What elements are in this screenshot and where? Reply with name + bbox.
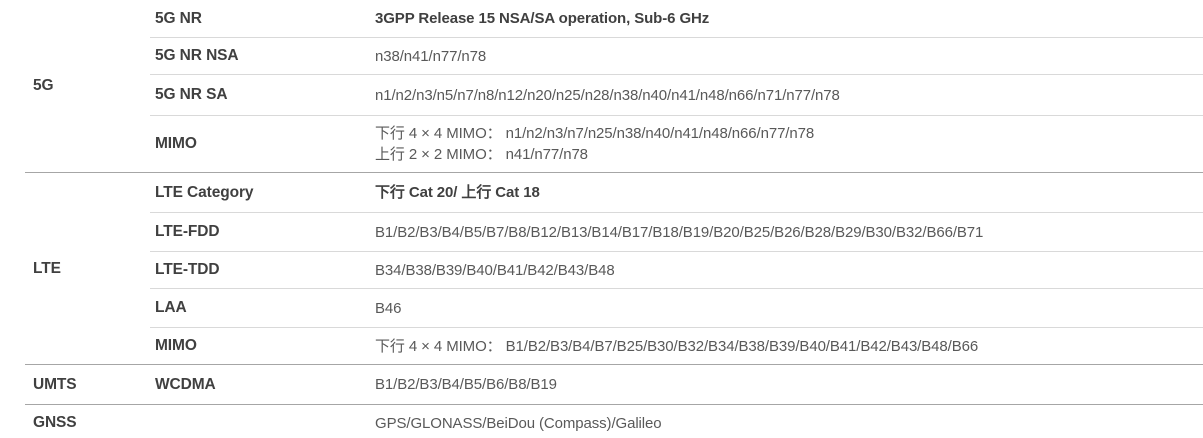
spec-value: B46 [375,299,402,317]
spec-group-rows: 5G NR 3GPP Release 15 NSA/SA operation, … [150,0,1203,172]
spec-name: LTE-FDD [155,223,220,240]
spec-value: 下行 4 × 4 MIMO： B1/B2/B3/B4/B7/B25/B30/B3… [375,337,979,355]
spec-group-rows: GPS/GLONASS/BeiDou (Compass)/Galileo [150,405,1203,438]
spec-name: LTE-TDD [155,261,220,278]
table-row: MIMO 下行 4 × 4 MIMO： B1/B2/B3/B4/B7/B25/B… [150,327,1203,364]
spec-group-5g: 5G 5G NR 3GPP Release 15 NSA/SA operatio… [25,0,1203,172]
table-row: 5G NR NSA n38/n41/n77/n78 [150,37,1203,74]
category-label-lte: LTE [33,259,61,277]
table-row: LTE Category 下行 Cat 20/ 上行 Cat 18 [150,173,1203,212]
table-row: LTE-FDD B1/B2/B3/B4/B5/B7/B8/B12/B13/B14… [150,212,1203,251]
table-row: MIMO 下行 4 × 4 MIMO： n1/n2/n3/n7/n25/n38/… [150,115,1203,172]
table-row: WCDMA B1/B2/B3/B4/B5/B6/B8/B19 [150,365,1203,404]
spec-group-gnss: GNSS GPS/GLONASS/BeiDou (Compass)/Galile… [25,404,1203,438]
spec-group-rows: LTE Category 下行 Cat 20/ 上行 Cat 18 LTE-FD… [150,173,1203,364]
category-label-umts: UMTS [33,375,77,393]
spec-name: LAA [155,299,187,316]
spec-name: LTE Category [155,183,254,201]
spec-value: B34/B38/B39/B40/B41/B42/B43/B48 [375,261,615,279]
spec-value: 下行 4 × 4 MIMO： n1/n2/n3/n7/n25/n38/n40/n… [375,123,1203,165]
category-label-gnss: GNSS [33,414,77,431]
spec-name: WCDMA [155,375,216,393]
spec-value: B1/B2/B3/B4/B5/B7/B8/B12/B13/B14/B17/B18… [375,223,984,241]
spec-value: n38/n41/n77/n78 [375,47,487,65]
spec-value: 下行 Cat 20/ 上行 Cat 18 [375,184,540,201]
spec-name: 5G NR SA [155,86,228,103]
spec-value: GPS/GLONASS/BeiDou (Compass)/Galileo [375,414,662,432]
spec-group-umts: UMTS WCDMA B1/B2/B3/B4/B5/B6/B8/B19 [25,364,1203,404]
table-row: LTE-TDD B34/B38/B39/B40/B41/B42/B43/B48 [150,251,1203,288]
spec-value: 3GPP Release 15 NSA/SA operation, Sub-6 … [375,10,710,27]
spec-value-line-uplink: 上行 2 × 2 MIMO： n41/n77/n78 [375,146,588,163]
spec-name: 5G NR [155,9,202,27]
table-row: 5G NR SA n1/n2/n3/n5/n7/n8/n12/n20/n25/n… [150,74,1203,115]
spec-name: MIMO [155,337,197,354]
spec-group-rows: WCDMA B1/B2/B3/B4/B5/B6/B8/B19 [150,365,1203,404]
spec-name: MIMO [155,135,197,152]
spec-value: n1/n2/n3/n5/n7/n8/n12/n20/n25/n28/n38/n4… [375,86,840,104]
spec-name: 5G NR NSA [155,47,239,64]
spec-value-line-downlink: 下行 4 × 4 MIMO： n1/n2/n3/n7/n25/n38/n40/n… [375,125,815,142]
category-label-5g: 5G [33,77,54,94]
table-row: GPS/GLONASS/BeiDou (Compass)/Galileo [150,405,1203,438]
table-row: LAA B46 [150,288,1203,327]
spec-group-lte: LTE LTE Category 下行 Cat 20/ 上行 Cat 18 LT… [25,172,1203,364]
spec-value: B1/B2/B3/B4/B5/B6/B8/B19 [375,376,557,393]
table-row: 5G NR 3GPP Release 15 NSA/SA operation, … [150,0,1203,37]
